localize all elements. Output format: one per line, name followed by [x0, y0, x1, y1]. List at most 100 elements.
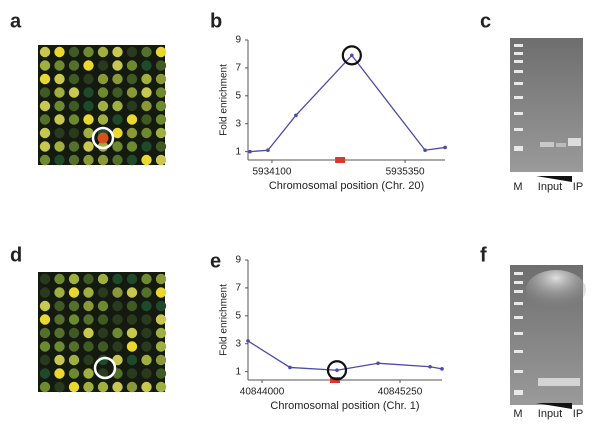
array-spot [83, 87, 94, 98]
array-spot [54, 300, 65, 312]
array-spot [39, 314, 51, 325]
array-spot [83, 327, 94, 339]
array-spot [39, 114, 51, 125]
array-spot [83, 273, 94, 285]
array-spot [126, 341, 138, 352]
array-spot [54, 341, 65, 352]
array-spot [126, 127, 138, 139]
array-spot [141, 127, 152, 139]
array-spot [112, 273, 123, 285]
array-spot [112, 60, 123, 71]
array-spot [141, 368, 152, 379]
array-spot [54, 314, 65, 325]
array-spot [83, 154, 94, 166]
array-spot [97, 287, 109, 298]
array-spot [141, 114, 152, 125]
lane-label: IP [573, 181, 583, 193]
array-spot [97, 60, 109, 71]
x-tick-label: 40844000 [240, 387, 285, 398]
array-spot [68, 381, 80, 393]
point [246, 339, 250, 343]
point [440, 367, 444, 371]
line [249, 54, 446, 153]
y-axis-label: Fold enrichment [219, 64, 230, 136]
point [288, 365, 292, 370]
gel-f-smear [526, 270, 586, 310]
array-spot [83, 127, 94, 139]
x-tick-label: 40845250 [378, 387, 423, 398]
array-spot [112, 341, 123, 352]
array-spot [141, 141, 152, 152]
selected-spot-ring [93, 356, 117, 380]
array-spot [54, 87, 65, 98]
array-spot [126, 273, 138, 285]
y-tick-label: 7 [235, 63, 241, 74]
array-spot [68, 273, 80, 285]
array-spot [83, 287, 94, 298]
gel-f-bands [514, 272, 580, 395]
array-spot [155, 60, 167, 71]
array-spot [83, 114, 94, 125]
x-tick-label: 5934100 [252, 167, 291, 178]
x-axis-label: Chromosomal position (Chr. 20) [269, 180, 424, 192]
array-spot [141, 300, 152, 312]
array-spot [112, 114, 123, 125]
array-spot [83, 46, 94, 58]
array-spot [83, 300, 94, 312]
array-spot [83, 73, 94, 85]
array-spot [97, 73, 109, 85]
array-spot [155, 127, 167, 139]
selected-spot-ring [91, 126, 115, 150]
array-spot [39, 141, 51, 152]
array-spot [112, 300, 123, 312]
array-spot [68, 287, 80, 298]
array-spot [155, 87, 167, 98]
array-spot [155, 327, 167, 339]
array-spot [97, 327, 109, 339]
y-tick-label: 5 [235, 90, 241, 101]
probe-marker [335, 157, 346, 163]
lane-label: Input [538, 408, 562, 420]
array-spot [97, 381, 109, 393]
highlight-ring [326, 360, 348, 381]
point [423, 148, 427, 153]
array-spot [39, 100, 51, 112]
array-spot [126, 141, 138, 152]
array-spot [155, 341, 167, 352]
array-spot [141, 381, 152, 393]
array-spot [68, 141, 80, 152]
panel-label: e [210, 250, 221, 272]
array-spot [83, 60, 94, 71]
point [335, 368, 339, 373]
lane-label: M [513, 181, 522, 193]
array-spot [83, 141, 94, 152]
gel-c-bands [514, 44, 581, 151]
highlight-ring [341, 45, 362, 66]
array-spot [126, 100, 138, 112]
point [248, 149, 252, 154]
input-wedge [536, 403, 572, 409]
array-spot [155, 100, 167, 112]
array-spot [39, 273, 51, 285]
array-spot [39, 354, 51, 366]
point [294, 113, 298, 118]
array-spot [155, 46, 167, 58]
array-spot [68, 314, 80, 325]
array-spot [54, 287, 65, 298]
array-spot [126, 327, 138, 339]
array-spot [112, 141, 123, 152]
array-spot [68, 87, 80, 98]
array-spot [97, 132, 109, 144]
y-tick-label: 9 [235, 35, 241, 46]
array-spot [126, 287, 138, 298]
array-spot [97, 300, 109, 312]
point [266, 148, 270, 153]
y-tick-label: 5 [235, 310, 241, 321]
lane-label: Input [538, 181, 562, 193]
array-spot [155, 114, 167, 125]
point [443, 145, 447, 150]
array-spot [68, 300, 80, 312]
array-spot [39, 287, 51, 298]
array-spot [97, 114, 109, 125]
array-spot [39, 154, 51, 166]
